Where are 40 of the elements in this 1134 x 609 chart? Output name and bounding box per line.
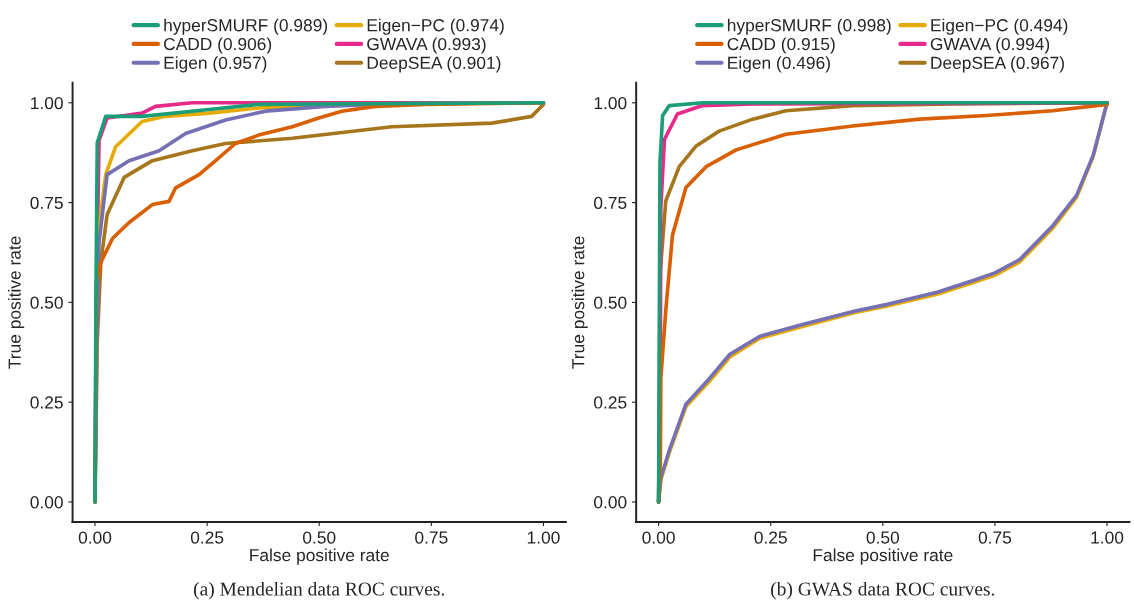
x-tick-label: 0.00	[642, 531, 675, 544]
legend-label: CADD (0.915)	[727, 37, 835, 54]
line-series	[93, 100, 546, 504]
legend-label: hyperSMURF (0.989)	[164, 18, 328, 35]
y-tick-label: 0.25	[30, 396, 63, 409]
y-tick-label: 0.00	[594, 496, 627, 509]
y-tick-label: 0.00	[30, 496, 63, 509]
y-tick-label: 0.75	[594, 196, 627, 210]
text: (a) Mendelian data ROC curves.	[193, 581, 445, 600]
x-tick-label: 1.00	[1091, 531, 1124, 544]
legend-label: GWAVA (0.993)	[367, 37, 486, 54]
x-tick-label: 0.75	[978, 531, 1012, 544]
y-axis-title: True positive rate	[571, 236, 588, 369]
x-axis-title: False positive rate	[813, 548, 953, 565]
legend-label: GWAVA (0.994)	[930, 37, 1050, 54]
legend-label: DeepSEA (0.901)	[367, 56, 501, 73]
x-tick-label: 0.00	[78, 531, 112, 544]
y-tick-label: 1.00	[594, 96, 627, 110]
legend-label: Eigen−PC (0.494)	[931, 18, 1068, 35]
y-tick-label: 1.00	[31, 96, 63, 110]
x-tick-label: 0.25	[754, 531, 787, 544]
legend-label: Eigen−PC (0.974)	[367, 18, 504, 35]
x-tick-label: 0.75	[415, 531, 448, 544]
legend-label: CADD (0.906)	[164, 37, 272, 54]
y-tick-label: 0.50	[30, 296, 63, 309]
y-tick-label: 0.50	[594, 296, 627, 309]
x-tick-label: 0.50	[866, 531, 900, 544]
x-tick-label: 0.25	[190, 531, 224, 544]
x-tick-label: 1.00	[527, 531, 560, 544]
legend-label: DeepSEA (0.967)	[931, 56, 1064, 73]
legend-label: hyperSMURF (0.998)	[727, 18, 891, 35]
legend-label: Eigen (0.496)	[728, 56, 830, 73]
x-tick-label: 0.50	[303, 531, 336, 544]
y-tick-label: 0.25	[594, 396, 627, 409]
legend-label: Eigen (0.957)	[164, 56, 267, 73]
line-series	[656, 100, 1109, 504]
x-axis-title: False positive rate	[250, 548, 389, 565]
text: (b) GWAS data ROC curves.	[771, 581, 995, 600]
y-axis-title: True positive rate	[8, 236, 25, 369]
y-tick-label: 0.75	[30, 196, 63, 210]
